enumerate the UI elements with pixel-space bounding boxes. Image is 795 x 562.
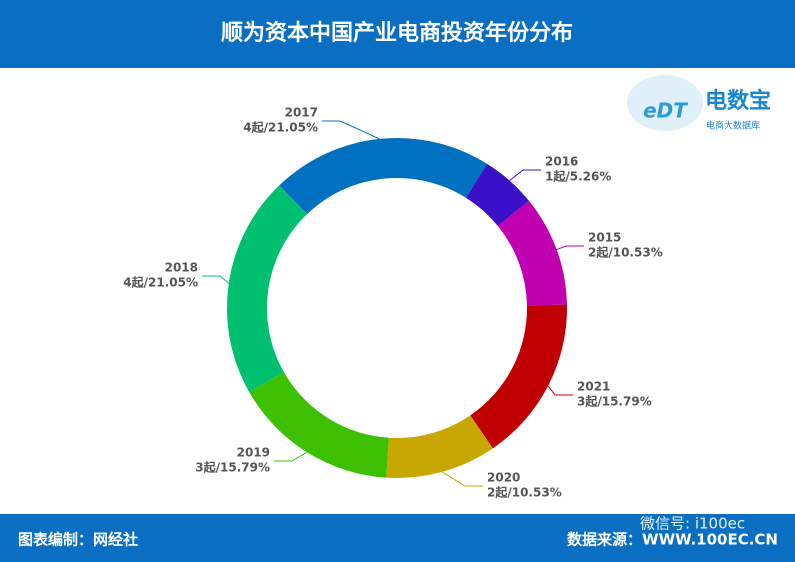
value-label: 1起/5.26% bbox=[545, 169, 611, 184]
leader-line bbox=[274, 451, 308, 462]
category-label: 2015 bbox=[588, 231, 621, 245]
leader-line bbox=[202, 275, 230, 284]
value-label: 4起/21.05% bbox=[123, 275, 198, 290]
logo: eDT 电数宝 电商大数据库 bbox=[627, 75, 771, 132]
category-label: 2020 bbox=[487, 471, 520, 485]
category-label: 2017 bbox=[285, 106, 318, 120]
logo-mark: eDT bbox=[643, 99, 688, 123]
category-label: 2018 bbox=[165, 261, 198, 275]
donut-slice bbox=[279, 138, 488, 215]
donut-slice bbox=[497, 200, 567, 306]
chart-title: 顺为资本中国产业电商投资年份分布 bbox=[221, 20, 573, 46]
donut-slice bbox=[470, 304, 567, 449]
donut-slice bbox=[465, 163, 529, 227]
logo-name: 电数宝 bbox=[705, 88, 771, 114]
footer-left: 图表编制：网经社 bbox=[18, 531, 138, 549]
category-label: 2021 bbox=[577, 380, 610, 394]
footer-bar bbox=[0, 514, 795, 562]
donut-slice bbox=[227, 185, 308, 392]
value-label: 2起/10.53% bbox=[487, 485, 562, 500]
watermark: 微信号: i100ec bbox=[640, 515, 745, 533]
value-label: 4起/21.05% bbox=[243, 120, 318, 135]
leader-line bbox=[556, 245, 584, 251]
footer-right: 数据来源：WWW.100EC.CN bbox=[567, 531, 778, 549]
donut: 20161起/5.26%20152起/10.53%20213起/15.79%20… bbox=[123, 106, 662, 500]
category-label: 2019 bbox=[237, 446, 270, 460]
logo-subtitle: 电商大数据库 bbox=[706, 120, 760, 132]
logo-cloud bbox=[627, 75, 703, 131]
donut-slice bbox=[386, 415, 493, 478]
category-label: 2016 bbox=[545, 155, 578, 169]
header-bar bbox=[0, 0, 795, 68]
leader-line bbox=[547, 385, 573, 396]
leader-line bbox=[509, 169, 541, 182]
leader-line bbox=[441, 471, 483, 487]
leader-line bbox=[322, 120, 380, 140]
value-label: 3起/15.79% bbox=[195, 460, 270, 475]
value-label: 3起/15.79% bbox=[577, 394, 652, 409]
donut-slice bbox=[249, 372, 389, 478]
value-label: 2起/10.53% bbox=[588, 245, 663, 260]
